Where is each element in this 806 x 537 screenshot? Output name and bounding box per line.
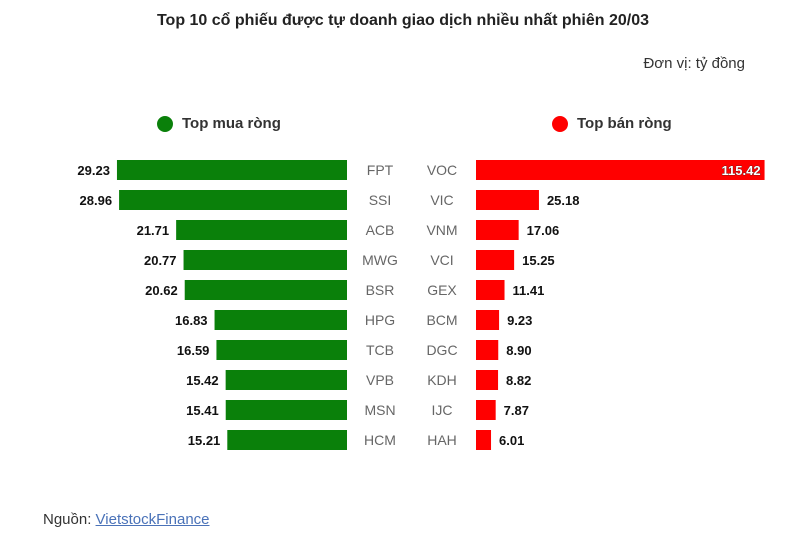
sell-ticker-label: IJC	[432, 402, 453, 418]
sell-value-label: 7.87	[504, 403, 529, 418]
sell-bar-vci	[476, 250, 515, 270]
source-link[interactable]: VietstockFinance	[95, 511, 210, 528]
sell-value-label: 115.42	[722, 163, 761, 178]
sell-bar-vnm	[476, 220, 519, 240]
source-note: Nguồn: VietstockFinance	[43, 511, 210, 528]
sell-bar-dgc	[476, 340, 499, 360]
sell-ticker-label: VCI	[430, 252, 453, 268]
buy-value-label: 29.23	[77, 163, 110, 178]
legend-buy: Top mua ròng	[157, 115, 281, 132]
buy-ticker-label: FPT	[367, 162, 394, 178]
legend-sell: Top bán ròng	[552, 115, 672, 132]
sell-value-label: 15.25	[522, 253, 555, 268]
chart-title: Top 10 cổ phiếu được tự doanh giao dịch …	[156, 12, 650, 29]
sell-ticker-label: BCM	[426, 312, 457, 328]
buy-ticker-label: TCB	[366, 342, 394, 358]
sell-bar-gex	[476, 280, 505, 300]
legend-sell-dot-icon	[552, 115, 568, 132]
sell-bar-ijc	[476, 400, 496, 420]
buy-value-label: 20.77	[144, 253, 177, 268]
unit-label: Đơn vị: tỷ đồng	[643, 55, 745, 72]
sell-ticker-label: KDH	[427, 372, 457, 388]
buy-ticker-label: VPB	[366, 372, 394, 388]
buy-value-label: 28.96	[80, 193, 113, 208]
sell-bar-bcm	[476, 310, 500, 330]
buy-ticker-label: ACB	[366, 222, 395, 238]
buy-value-label: 16.83	[175, 313, 208, 328]
sell-bar-hah	[476, 430, 492, 450]
buy-value-label: 15.42	[186, 373, 219, 388]
buy-ticker-label: SSI	[369, 192, 392, 208]
sell-value-label: 8.82	[506, 373, 531, 388]
buy-ticker-label: HPG	[365, 312, 395, 328]
buy-ticker-label: BSR	[366, 282, 395, 298]
buy-bar-ssi	[119, 190, 347, 210]
sell-ticker-label: VOC	[427, 162, 457, 178]
legend-buy-dot-icon	[157, 115, 173, 132]
sell-ticker-label: DGC	[426, 342, 457, 358]
sell-bar-vic	[476, 190, 539, 210]
sell-value-label: 9.23	[507, 313, 532, 328]
buy-value-label: 15.21	[188, 433, 221, 448]
sell-bar-voc	[476, 160, 765, 180]
buy-bar-vpb	[225, 370, 347, 390]
sell-value-label: 17.06	[527, 223, 560, 238]
sell-value-label: 25.18	[547, 193, 580, 208]
buy-value-label: 16.59	[177, 343, 210, 358]
buy-ticker-label: MWG	[362, 252, 398, 268]
sell-ticker-label: VIC	[430, 192, 453, 208]
source-label: Nguồn:	[43, 511, 96, 528]
sell-value-label: 8.90	[506, 343, 531, 358]
sell-ticker-label: VNM	[426, 222, 457, 238]
buy-bar-bsr	[184, 280, 347, 300]
buy-value-label: 21.71	[137, 223, 170, 238]
sell-value-label: 11.41	[513, 283, 545, 298]
buy-ticker-label: MSN	[364, 402, 395, 418]
buy-bar-fpt	[116, 160, 347, 180]
buy-bar-hpg	[214, 310, 347, 330]
buy-bar-hcm	[227, 430, 347, 450]
buy-bar-acb	[176, 220, 347, 240]
buy-bar-msn	[225, 400, 347, 420]
buy-value-label: 20.62	[145, 283, 178, 298]
buy-value-label: 15.41	[186, 403, 219, 418]
buy-bar-mwg	[183, 250, 347, 270]
sell-ticker-label: GEX	[427, 282, 457, 298]
legend-buy-label: Top mua ròng	[182, 115, 281, 132]
buy-bar-tcb	[216, 340, 347, 360]
sell-ticker-label: HAH	[427, 432, 457, 448]
buy-ticker-label: HCM	[364, 432, 396, 448]
legend-sell-label: Top bán ròng	[577, 115, 672, 132]
sell-value-label: 6.01	[499, 433, 524, 448]
sell-bar-kdh	[476, 370, 499, 390]
